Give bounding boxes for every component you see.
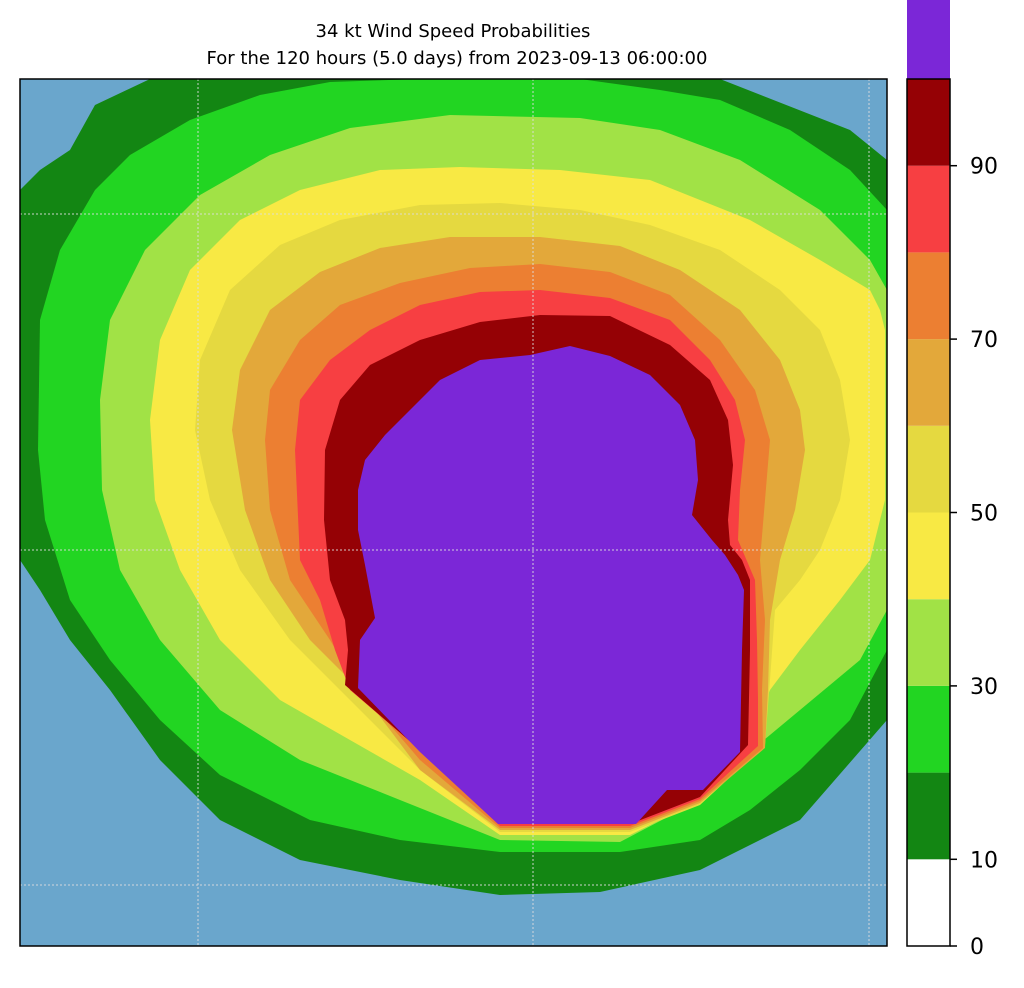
- colorbar-band: [907, 165, 950, 253]
- colorbar-band: [907, 79, 950, 166]
- gridlines: [20, 79, 887, 946]
- contour-map: [20, 79, 887, 895]
- colorbar-tick-label: 30: [970, 675, 998, 700]
- colorbar-band: [907, 685, 950, 773]
- colorbar-band: [907, 512, 950, 600]
- colorbar-tick-label: 0: [970, 935, 984, 960]
- colorbar-tick-label: 70: [970, 328, 998, 353]
- colorbar-band: [907, 599, 950, 686]
- map-frame: [19, 78, 888, 947]
- colorbar-frame: [906, 78, 951, 947]
- colorbar-ticks: 0 10 30 50 70 90: [950, 155, 998, 960]
- colorbar: [907, 0, 950, 946]
- chart-subtitle: For the 120 hours (5.0 days) from 2023-0…: [207, 48, 708, 69]
- chart-title: 34 kt Wind Speed Probabilities: [316, 21, 591, 42]
- colorbar-band: [907, 859, 950, 946]
- contour-band-90: [358, 346, 744, 824]
- colorbar-band: [907, 339, 950, 426]
- colorbar-band: [907, 252, 950, 340]
- colorbar-band: [907, 425, 950, 513]
- colorbar-tick-label: 50: [970, 502, 998, 527]
- colorbar-band: [907, 772, 950, 860]
- colorbar-band: [907, 0, 950, 79]
- colorbar-tick-label: 90: [970, 155, 998, 180]
- colorbar-tick-label: 10: [970, 848, 998, 873]
